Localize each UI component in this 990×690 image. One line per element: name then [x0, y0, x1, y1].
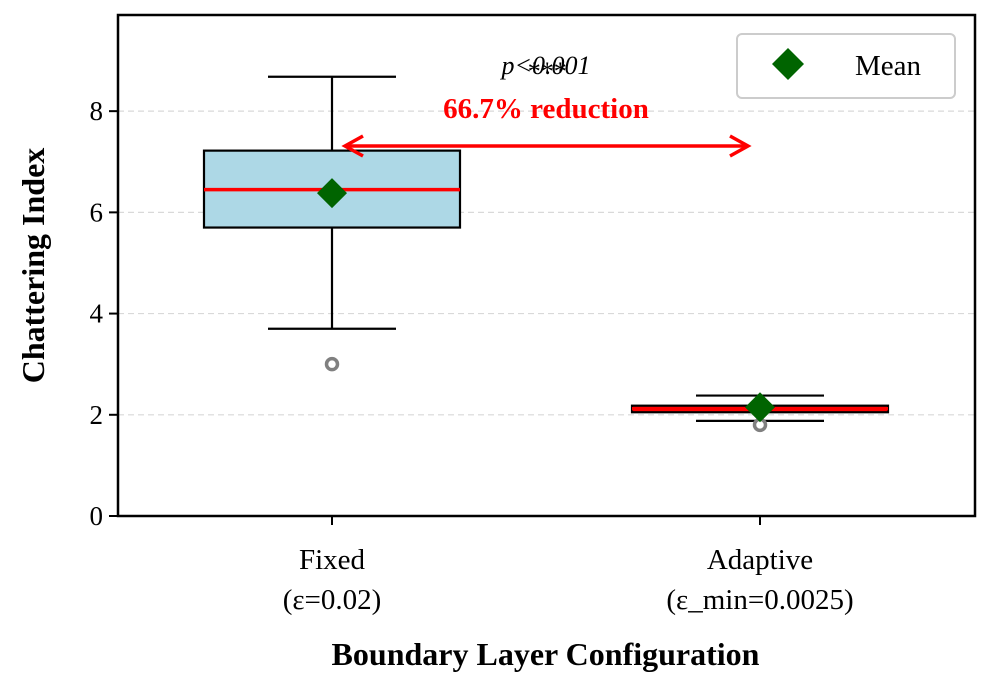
- arrow-head-right: [729, 134, 752, 158]
- mean-marker: [745, 392, 775, 423]
- x-tick-label-line2: (ε=0.02): [283, 584, 382, 616]
- reduction-annotation: 66.7% reduction: [443, 93, 649, 125]
- legend: Mean: [736, 33, 956, 99]
- p-value-annotation: p<0.001: [499, 51, 590, 80]
- y-tick-label: 6: [90, 197, 104, 227]
- y-tick-label: 8: [90, 96, 104, 126]
- legend-frame: [736, 33, 956, 99]
- y-tick-label: 0: [90, 501, 104, 531]
- significance-stars: ***: [527, 57, 566, 86]
- annotations: p<0.001 *** 66.7% reduction: [341, 51, 752, 158]
- x-tick-label-line1: Adaptive: [707, 544, 813, 576]
- legend-label: Mean: [855, 50, 922, 82]
- x-axis-title: Boundary Layer Configuration: [332, 636, 760, 672]
- x-tick-label-line2: (ε_min=0.0025): [666, 584, 853, 616]
- y-axis-ticks: 0 2 4 6 8: [90, 96, 118, 531]
- y-axis-title: Chattering Index: [15, 148, 51, 384]
- x-tick-label-line1: Fixed: [299, 544, 366, 576]
- box-group-fixed: [202, 75, 462, 372]
- y-tick-label: 2: [90, 400, 104, 430]
- box-plots: [202, 75, 890, 433]
- box-group-adaptive: [630, 392, 890, 433]
- plot-frame: [116, 13, 977, 518]
- x-axis-ticks: Fixed (ε=0.02) Adaptive (ε_min=0.0025): [283, 516, 854, 616]
- outlier-point: [324, 356, 340, 372]
- y-tick-label: 4: [90, 299, 104, 329]
- arrow-head-left: [341, 134, 364, 158]
- mean-marker: [317, 178, 347, 209]
- legend-mean-marker: [772, 48, 804, 80]
